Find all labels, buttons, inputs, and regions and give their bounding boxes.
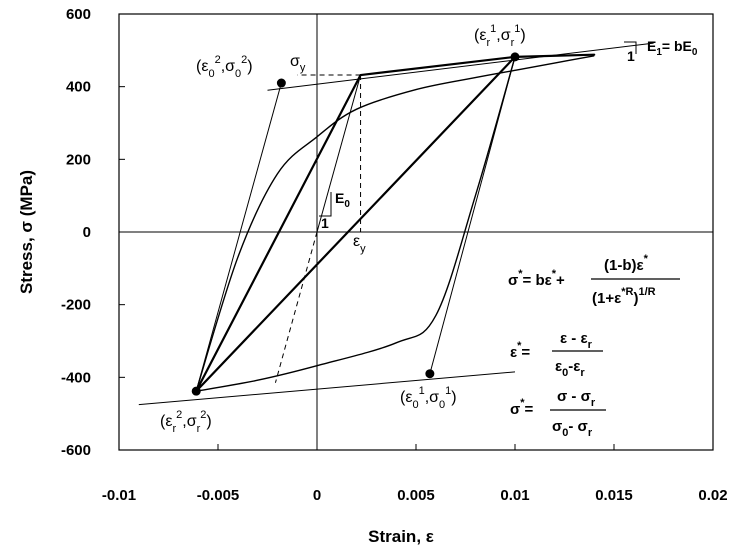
eq2-numerator: ε - εr [560, 330, 593, 351]
label-yield-stress: σy [290, 53, 306, 74]
eq3-lhs: σ*= [510, 397, 534, 418]
label-asymptote-intersection-1: (ε01,σ01) [400, 385, 457, 411]
x-tick-label: 0.01 [500, 487, 529, 504]
bilinear-loop [195, 53, 596, 392]
y-tick-label: 600 [66, 6, 91, 23]
menegotto-pinto-curve-1 [195, 55, 595, 392]
eq1-numerator: (1-b)ε* [604, 253, 649, 274]
y-tick-label: 400 [66, 79, 91, 96]
y-tick-label: -600 [61, 442, 91, 459]
eq3-numerator: σ - σr [557, 388, 596, 409]
initial-elastic-line [316, 74, 362, 233]
slope-triangle-e1 [624, 41, 637, 54]
y-tick-label: -400 [61, 369, 91, 386]
label-e1: E1= bE0 [647, 38, 698, 58]
asymptote-intersection-1-marker [425, 369, 435, 379]
y-tick-label: 200 [66, 151, 91, 168]
eq2-lhs: ε*= [510, 340, 530, 361]
x-tick-label: -0.005 [197, 487, 240, 504]
elastic-unload-line-2 [195, 82, 282, 392]
lower-asymptote [138, 371, 516, 406]
label-slope-one-e1: 1 [627, 48, 635, 64]
eq3-denominator: σ0- σr [552, 418, 593, 439]
x-tick-label: 0 [313, 487, 321, 504]
label-yield-strain: εy [353, 233, 366, 255]
x-tick-label: 0.02 [698, 487, 727, 504]
reversal-point-2-marker [191, 386, 201, 396]
marker-group [191, 52, 520, 396]
label-asymptote-intersection-2: (ε02,σ02) [196, 54, 253, 80]
y-tick-label: -200 [61, 297, 91, 314]
eq1-denominator: (1+ε*R)1/R [592, 286, 656, 307]
label-slope-one-e0: 1 [321, 215, 329, 231]
x-tick-label: 0.015 [595, 487, 633, 504]
slope-triangle-e0 [319, 192, 332, 217]
menegotto-pinto-curve-2 [196, 56, 516, 392]
x-tick-label: -0.01 [102, 487, 136, 504]
y-axis-title: Stress, σ (MPa) [17, 170, 36, 294]
y-tick-label: 0 [83, 224, 91, 241]
label-reversal-point-1: (εr1,σr1) [474, 23, 526, 49]
eq1-lhs: σ*= bε*+ [508, 268, 565, 289]
initial-elastic-extension [274, 231, 318, 383]
x-tick-label: 0.005 [397, 487, 435, 504]
label-reversal-point-2: (εr2,σr2) [160, 409, 212, 435]
series-group [138, 42, 654, 406]
upper-asymptote [267, 42, 654, 91]
x-axis-title: Strain, ε [368, 527, 434, 546]
eq2-denominator: ε0-εr [555, 358, 585, 379]
label-e0: E0 [335, 190, 350, 210]
axis-ticks: -0.01 -0.005 0 0.005 0.01 0.015 0.02 600 400 200 0… [61, 6, 728, 504]
asymptote-intersection-2-marker [276, 78, 286, 88]
reversal-point-1-marker [510, 52, 520, 62]
